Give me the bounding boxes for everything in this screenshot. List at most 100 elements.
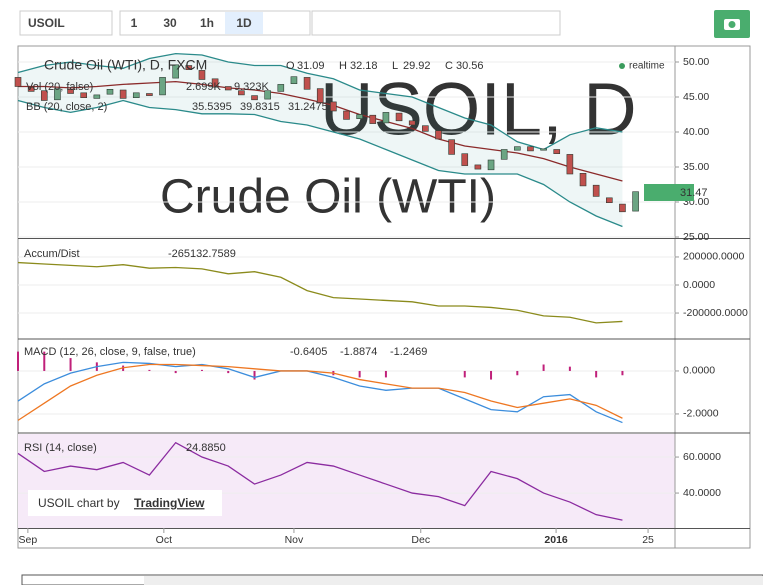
x-tick-label: Sep <box>19 534 38 546</box>
candle <box>435 130 442 140</box>
candle <box>277 84 285 92</box>
x-tick-label: 2016 <box>544 534 568 546</box>
ohlc-value: 32.18 <box>350 60 378 72</box>
y-tick-label: 60.0000 <box>683 451 721 463</box>
candle <box>159 77 166 96</box>
y-tick-label: 200000.0000 <box>683 251 744 263</box>
rsi-title: RSI (14, close) <box>24 442 97 454</box>
interval-active <box>225 12 263 34</box>
histogram-bar <box>148 369 151 371</box>
candle <box>27 86 35 92</box>
candle <box>290 76 298 84</box>
band-line <box>17 99 623 228</box>
interval[interactable]: 1D <box>236 16 252 30</box>
last-price: 31.47 <box>680 187 708 199</box>
candle <box>80 92 87 99</box>
candle <box>408 120 416 126</box>
indicator-line <box>17 261 623 324</box>
ohlc-key: H <box>339 60 347 72</box>
x-tick-label: Nov <box>285 534 304 546</box>
candle <box>500 149 508 160</box>
candle <box>172 64 179 79</box>
candle <box>146 93 153 96</box>
tool-group <box>311 10 561 36</box>
candle <box>369 114 377 124</box>
candle <box>198 70 206 80</box>
interval[interactable]: 1 <box>131 16 138 30</box>
candle <box>67 89 74 94</box>
candle <box>40 90 48 101</box>
ohlc-value: 31.09 <box>297 60 325 72</box>
ohlc-value: 29.92 <box>403 60 431 72</box>
candle <box>487 159 495 171</box>
candle <box>382 112 390 124</box>
x-tick-label: 25 <box>642 534 654 546</box>
candle <box>106 89 114 95</box>
bb-legend: BB (20, close, 2) <box>26 101 107 113</box>
camera-lens <box>728 21 736 28</box>
candle <box>264 90 271 100</box>
histogram-bar <box>621 370 624 376</box>
band-fill <box>18 53 623 227</box>
candle <box>395 112 403 122</box>
candle <box>527 146 534 152</box>
histogram-bar <box>69 358 72 371</box>
candle <box>316 88 324 103</box>
histogram-bar <box>43 351 46 371</box>
candle <box>303 77 311 90</box>
histogram-bar <box>542 364 545 371</box>
histogram-bar <box>17 351 19 371</box>
candle <box>448 139 455 155</box>
y-tick-label: 50.00 <box>683 56 709 68</box>
interval[interactable]: 30 <box>163 16 177 30</box>
indicator-line <box>17 361 623 424</box>
symbol: USOIL <box>28 16 65 30</box>
histogram-bar <box>595 370 598 378</box>
y-tick-label: 25.00 <box>683 231 709 243</box>
candle <box>224 86 232 91</box>
histogram-bar <box>463 370 466 378</box>
x-tick-label: Oct <box>156 534 172 546</box>
candle <box>356 114 363 119</box>
y-tick-label: 0.0000 <box>683 279 715 291</box>
candle <box>632 191 639 212</box>
realtime-dot <box>619 63 625 69</box>
histogram-bar <box>174 370 177 374</box>
candle <box>238 90 245 96</box>
macd-title: MACD (12, 26, close, 9, false, true) <box>24 346 196 358</box>
indicator-line <box>17 441 623 521</box>
candle <box>211 78 219 88</box>
candle <box>619 203 626 213</box>
y-tick-label: 0.0000 <box>683 365 715 377</box>
realtime: realtime <box>629 61 665 72</box>
y-tick-label: -200000.0000 <box>683 307 748 319</box>
y-tick-label: 35.00 <box>683 161 709 173</box>
histogram-bar <box>227 370 230 374</box>
bb-value: 39.8315 <box>240 101 280 113</box>
candle <box>422 125 429 132</box>
interval-group <box>119 10 311 36</box>
ohlc-key: O <box>286 60 295 72</box>
vol-legend: Vol (20, false) <box>26 81 93 93</box>
last-price-tag <box>644 184 694 201</box>
histogram-bar <box>200 369 203 371</box>
x-tick-label: Dec <box>411 534 430 546</box>
candle <box>93 94 101 99</box>
band-line <box>17 52 623 151</box>
candle <box>566 154 574 175</box>
vol-value: 2.699K <box>186 81 222 93</box>
ohlc-value: 30.56 <box>456 60 484 72</box>
bb-value: 35.5395 <box>192 101 232 113</box>
symbol-box[interactable] <box>19 10 113 36</box>
candle <box>540 148 547 151</box>
candle <box>461 153 469 166</box>
candle <box>514 146 521 151</box>
interval[interactable]: 1h <box>200 16 214 30</box>
attribution-link[interactable]: TradingView <box>134 496 205 510</box>
y-tick-label: 40.00 <box>683 126 709 138</box>
histogram-bar <box>516 370 519 376</box>
bb-value: 31.2475 <box>288 101 328 113</box>
histogram-bar <box>384 370 387 378</box>
chart-frame <box>17 45 751 549</box>
candle <box>14 77 22 87</box>
